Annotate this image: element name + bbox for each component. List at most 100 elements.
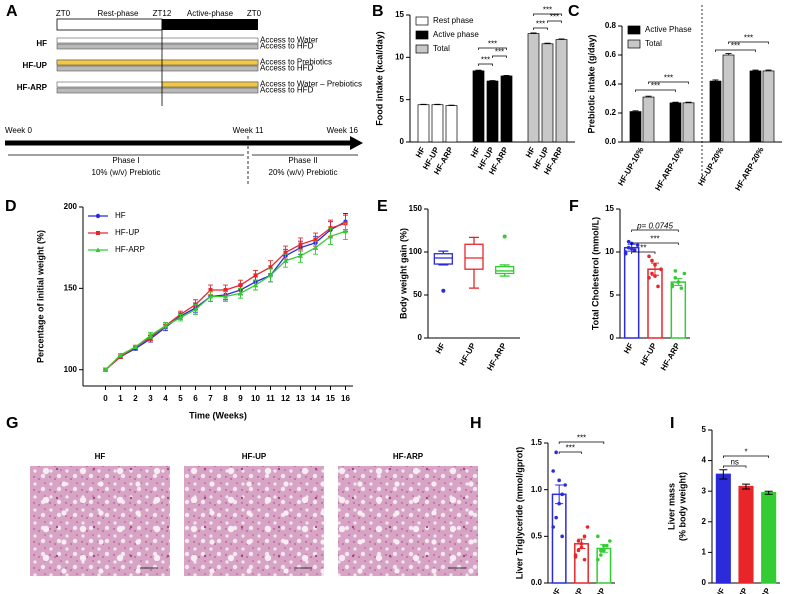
bar (472, 70, 485, 143)
data-point (551, 469, 555, 473)
significance-bracket (635, 89, 676, 92)
x-tick-label: 0 (103, 394, 108, 403)
bar (541, 43, 554, 143)
phase-note: 20% (w/v) Prebiotic (269, 168, 338, 177)
y-tick-label: 0.6 (605, 50, 617, 59)
marker (238, 290, 243, 296)
legend-swatch (627, 25, 641, 35)
y-axis-label: Percentage of initial weight (%) (35, 230, 45, 363)
y-axis-label: (% body weight) (677, 472, 687, 541)
significance-bracket (631, 242, 679, 245)
box (495, 265, 515, 275)
marker (163, 323, 168, 328)
chart: I 0 1 2 3 4 5 Liver mass(% body weight) HFHF-UPH… (666, 415, 780, 594)
legend-label: Total (645, 39, 662, 48)
bar (623, 246, 640, 339)
error-bar (712, 79, 719, 82)
y-axis-label: Prebiotic intake (g/day) (586, 34, 596, 133)
bar (629, 111, 642, 143)
access-label: Access to HFD (260, 64, 314, 73)
x-tick-label: 14 (311, 394, 320, 403)
x-tick-label: HF-UP (458, 341, 478, 367)
y-axis-label: Liver mass (666, 483, 676, 530)
x-tick-label: 12 (281, 394, 290, 403)
data-point (673, 276, 678, 280)
x-tick-label: HF-UP-10% (616, 146, 645, 188)
outlier (502, 234, 507, 239)
data-point (653, 263, 657, 267)
significance-label: p= 0.0745 (636, 222, 673, 231)
data-point (682, 271, 687, 276)
error-bar (752, 69, 759, 71)
x-tick-label: 6 (193, 394, 198, 403)
x-tick-label: HF (714, 586, 727, 594)
y-tick-label: 15 (605, 204, 614, 213)
data-point (602, 543, 606, 548)
data-point (608, 539, 612, 543)
x-tick-label: HF (550, 586, 563, 594)
marker (253, 282, 258, 288)
data-point (576, 539, 581, 543)
marker (298, 253, 303, 258)
marker (343, 228, 348, 234)
data-point (626, 239, 631, 244)
histology-image-overlay (338, 466, 478, 576)
marker (328, 233, 333, 239)
data-point (659, 267, 663, 272)
error-bar (530, 32, 537, 34)
error-bar (544, 42, 551, 44)
bar (486, 80, 499, 143)
clock-label: Rest-phase (98, 9, 139, 18)
data-point (650, 258, 654, 263)
significance-bracket (728, 41, 769, 44)
y-tick-label: 0 (610, 333, 615, 342)
x-axis-label: Time (Weeks) (189, 410, 247, 420)
data-point (560, 492, 564, 497)
y-tick-label: 0.8 (605, 21, 617, 30)
panel-letter: F (569, 198, 579, 215)
significance-label: ** (640, 244, 646, 253)
error-bar (725, 53, 732, 55)
significance-label: *** (744, 34, 753, 43)
data-point (557, 478, 561, 483)
data-point (582, 534, 587, 539)
error-bar (489, 80, 496, 82)
x-tick-label: HF-ARP (749, 586, 772, 594)
significance-bracket (533, 13, 562, 16)
image-title: HF-UP (242, 452, 267, 461)
marker (223, 287, 228, 292)
x-tick-label: 7 (208, 394, 213, 403)
legend-marker (95, 247, 101, 252)
significance-label: *** (550, 13, 559, 22)
y-tick-label: 100 (409, 247, 423, 256)
significance-bracket (558, 451, 582, 454)
y-tick-label: 15 (395, 10, 404, 19)
phase-note: 10% (w/v) Prebiotic (92, 168, 161, 177)
phase-name: Phase I (112, 156, 139, 165)
error-bar (645, 95, 652, 98)
bar (709, 80, 722, 143)
data-point (573, 555, 578, 559)
data-point (647, 276, 651, 280)
data-point (596, 534, 600, 539)
x-tick-label: HF-ARP (659, 341, 682, 372)
clock-label: ZT12 (153, 9, 172, 18)
significance-label: ns (730, 458, 738, 467)
data-point (673, 269, 678, 273)
data-point (647, 254, 651, 259)
significance-bracket (631, 229, 679, 232)
error-bar (742, 483, 750, 490)
significance-label: *** (495, 48, 504, 57)
y-tick-label: 200 (64, 202, 78, 211)
image-title: HF (95, 452, 106, 461)
marker (283, 250, 288, 255)
histology-image-overlay (30, 466, 170, 576)
significance-label: *** (650, 235, 659, 244)
x-tick-label: 5 (178, 394, 183, 403)
x-tick-label: 16 (341, 394, 350, 403)
hfd-bar (56, 65, 259, 72)
series (103, 214, 348, 372)
error-bar (764, 490, 773, 495)
y-tick-label: 4 (702, 456, 707, 465)
